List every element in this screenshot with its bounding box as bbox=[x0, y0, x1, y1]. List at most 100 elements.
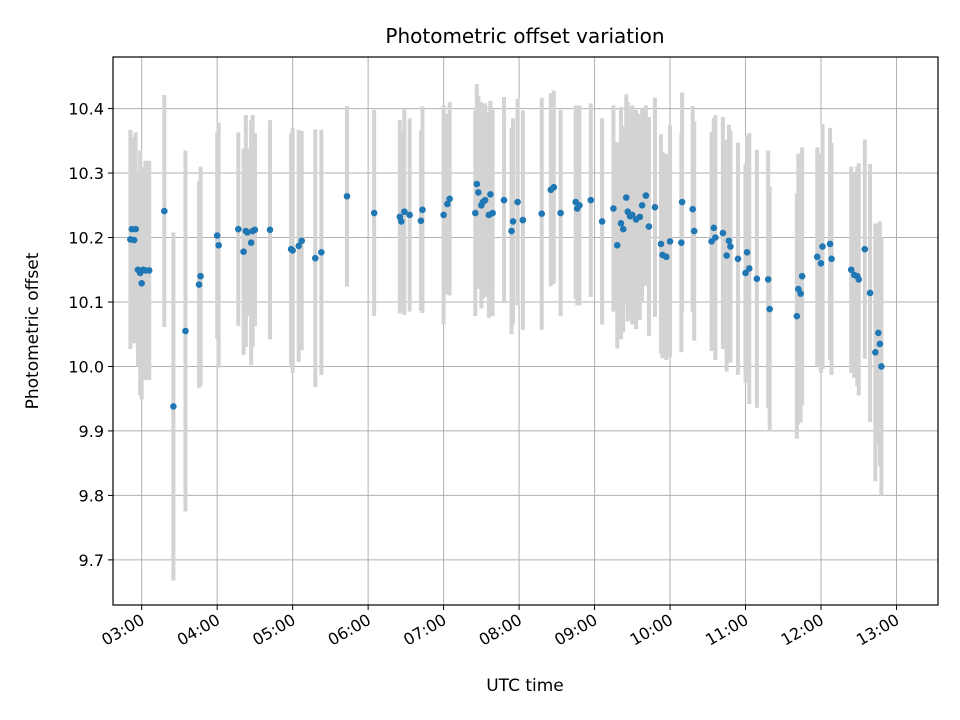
data-point bbox=[489, 209, 496, 217]
data-point bbox=[712, 234, 719, 241]
data-point bbox=[197, 272, 204, 280]
y-tick-label: 10.4 bbox=[68, 100, 104, 119]
data-point bbox=[813, 253, 821, 261]
data-point bbox=[500, 196, 508, 204]
data-point bbox=[419, 206, 426, 214]
y-axis: 9.7 9.8 9.9 10.0 10.1 10.2 10.3 10.4 bbox=[68, 100, 113, 570]
data-point bbox=[481, 196, 489, 204]
data-point bbox=[538, 210, 546, 217]
data-point bbox=[826, 240, 834, 248]
data-point bbox=[855, 276, 863, 283]
data-point bbox=[318, 249, 325, 256]
data-point bbox=[145, 267, 153, 274]
data-point bbox=[508, 227, 515, 235]
data-point bbox=[311, 254, 319, 262]
data-point bbox=[576, 201, 583, 209]
data-point bbox=[509, 218, 517, 225]
data-point bbox=[161, 207, 168, 215]
data-point bbox=[132, 225, 139, 233]
data-point bbox=[743, 249, 751, 256]
data-point bbox=[619, 225, 627, 233]
data-point bbox=[170, 403, 177, 410]
y-tick-label: 10.1 bbox=[68, 293, 104, 312]
data-point bbox=[406, 211, 413, 219]
data-point bbox=[742, 269, 749, 277]
y-tick-label: 9.9 bbox=[79, 422, 104, 441]
data-point bbox=[828, 255, 835, 263]
data-point bbox=[793, 312, 801, 320]
data-point bbox=[240, 248, 247, 256]
data-point bbox=[244, 229, 251, 236]
data-point bbox=[617, 220, 625, 227]
data-point bbox=[289, 247, 296, 254]
data-point bbox=[130, 236, 138, 244]
data-point bbox=[519, 216, 527, 224]
data-point bbox=[417, 217, 425, 225]
data-point bbox=[797, 290, 804, 297]
data-point bbox=[642, 192, 650, 199]
data-point bbox=[766, 305, 773, 313]
data-point bbox=[629, 211, 636, 219]
data-point bbox=[440, 211, 447, 219]
data-point bbox=[690, 227, 698, 235]
data-point bbox=[651, 203, 659, 211]
data-point bbox=[295, 242, 302, 250]
data-point bbox=[446, 195, 453, 203]
data-point bbox=[215, 241, 222, 249]
data-points bbox=[127, 180, 885, 410]
data-point bbox=[878, 363, 885, 370]
data-point bbox=[251, 226, 259, 234]
data-point bbox=[370, 209, 378, 217]
data-point bbox=[138, 279, 145, 287]
data-point bbox=[598, 218, 606, 225]
data-point bbox=[234, 225, 242, 233]
data-point bbox=[475, 189, 482, 196]
data-point bbox=[710, 224, 718, 232]
data-point bbox=[861, 245, 869, 253]
data-point bbox=[182, 327, 189, 335]
data-point bbox=[195, 281, 203, 288]
data-point bbox=[734, 255, 742, 263]
chart-title: Photometric offset variation bbox=[385, 24, 664, 48]
data-point bbox=[473, 180, 481, 188]
data-point bbox=[636, 213, 644, 221]
y-tick-label: 9.8 bbox=[79, 486, 104, 505]
data-point bbox=[727, 243, 734, 250]
data-point bbox=[678, 198, 686, 206]
x-axis-title: UTC time bbox=[486, 676, 564, 696]
data-point bbox=[298, 237, 306, 245]
plot-frame bbox=[112, 56, 939, 606]
data-point bbox=[213, 232, 221, 239]
data-point bbox=[875, 329, 882, 337]
y-tick-label: 10.0 bbox=[68, 357, 104, 376]
data-point bbox=[819, 243, 826, 250]
data-point bbox=[266, 226, 274, 234]
data-point bbox=[764, 276, 772, 283]
data-point bbox=[557, 209, 564, 217]
data-point bbox=[472, 209, 479, 217]
data-point bbox=[514, 198, 521, 206]
y-tick-label: 9.7 bbox=[79, 551, 104, 570]
data-point bbox=[847, 266, 855, 274]
data-point bbox=[666, 238, 674, 245]
data-point bbox=[444, 200, 451, 208]
data-point bbox=[662, 253, 670, 261]
data-point bbox=[550, 183, 558, 191]
data-point bbox=[876, 340, 884, 348]
y-tick-label: 10.3 bbox=[68, 164, 104, 183]
data-point bbox=[689, 205, 696, 213]
data-point bbox=[723, 252, 730, 259]
y-tick-label: 10.2 bbox=[68, 229, 104, 248]
data-point bbox=[638, 201, 646, 209]
data-point bbox=[678, 239, 685, 246]
data-point bbox=[866, 289, 874, 297]
data-point bbox=[657, 240, 665, 248]
data-point bbox=[401, 208, 408, 216]
data-point bbox=[398, 218, 405, 225]
data-point bbox=[587, 196, 595, 204]
data-point bbox=[645, 223, 653, 230]
data-point bbox=[872, 348, 879, 356]
data-point bbox=[343, 192, 351, 200]
data-point bbox=[247, 239, 255, 246]
